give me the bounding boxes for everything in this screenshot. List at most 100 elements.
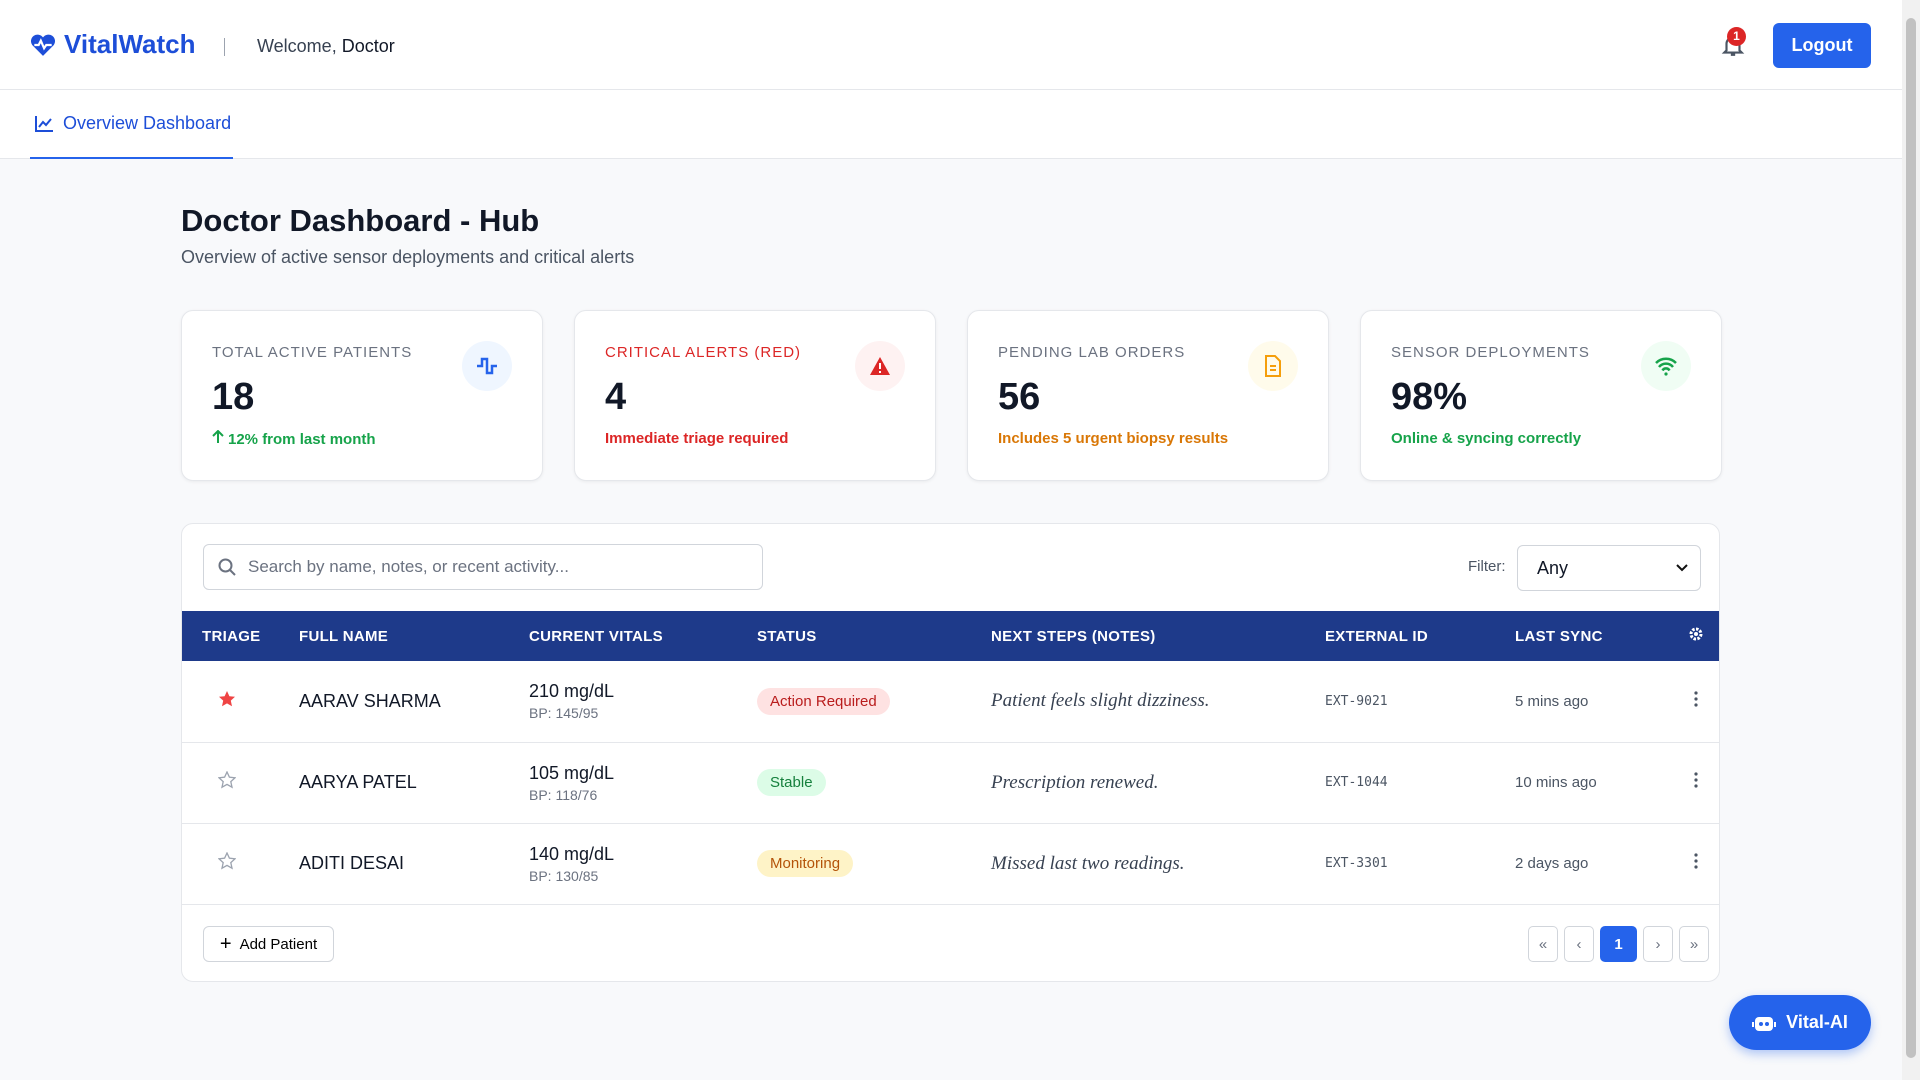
header: VitalWatch Welcome, Doctor 1 Logout — [0, 0, 1902, 90]
brand-icon — [30, 34, 56, 56]
wifi-icon — [1655, 357, 1677, 376]
separator — [224, 38, 225, 56]
column-header: STATUS — [737, 611, 971, 661]
arrow-up — [212, 429, 224, 443]
add-label: Add Patient — [239, 935, 318, 953]
filter-value: Any — [1537, 557, 1569, 578]
settings-header — [1670, 611, 1719, 661]
kebab-icon[interactable] — [1693, 772, 1698, 788]
card-value: 56 — [998, 376, 1041, 418]
card-note-text: Online & syncing correctly — [1391, 430, 1582, 447]
welcome-text: Welcome, — [257, 36, 337, 56]
external-id: EXT-3301 — [1305, 823, 1495, 905]
add-patient-button[interactable]: + Add Patient — [203, 926, 334, 962]
logout-button[interactable]: Logout — [1773, 23, 1871, 68]
notes-cell: Patient feels slight dizziness. — [971, 661, 1305, 743]
prev-page[interactable]: ‹ — [1564, 926, 1594, 962]
last-sync: 2 days ago — [1495, 823, 1670, 905]
plus-icon: + — [219, 932, 232, 955]
stat-card: SENSOR DEPLOYMENTS 98% Online & syncing co… — [1360, 310, 1722, 481]
table-body: AARAV SHARMA 210 mg/dL BP: 145/95 Action Re… — [182, 661, 1719, 905]
status-cell: Monitoring — [737, 823, 971, 905]
vitals-value: 140 mg/dL — [529, 843, 615, 864]
card-icon — [1641, 341, 1691, 391]
pulse-icon — [477, 357, 497, 375]
card-label: SENSOR DEPLOYMENTS — [1391, 344, 1590, 361]
blood-pressure: BP: 130/85 — [529, 867, 599, 884]
assistant-label: Vital-AI — [1786, 1012, 1848, 1032]
page-subtitle: Overview of active sensor deployments an… — [181, 247, 635, 267]
star-icon[interactable] — [218, 690, 236, 708]
tab-bar: Overview Dashboard — [0, 90, 1902, 159]
first-page[interactable]: « — [1528, 926, 1558, 962]
vitals-cell: 140 mg/dL BP: 130/85 — [509, 823, 737, 905]
card-label: PENDING LAB ORDERS — [998, 344, 1186, 361]
scrollbar[interactable] — [1902, 0, 1920, 1080]
current-page[interactable]: 1 — [1600, 926, 1637, 962]
column-header: LAST SYNC — [1495, 611, 1670, 661]
vitals-cell: 210 mg/dL BP: 145/95 — [509, 661, 737, 743]
tab-icon — [35, 115, 53, 132]
card-note-text: 12% from last month — [228, 430, 376, 448]
status-cell: Action Required — [737, 661, 971, 743]
star-icon[interactable] — [217, 851, 237, 870]
status-pill: Stable — [757, 769, 826, 796]
card-note: 12% from last month — [212, 429, 376, 448]
card-note-text: Immediate triage required — [605, 430, 789, 447]
patient-row: ADITI DESAI 140 mg/dL BP: 130/85 Monitoring… — [182, 823, 1719, 905]
patient-row: AARYA PATEL 105 mg/dL BP: 118/76 Stable Pres… — [182, 742, 1719, 824]
next-page[interactable]: › — [1643, 926, 1673, 962]
page-title: Doctor Dashboard - Hub — [181, 203, 540, 238]
external-id: EXT-9021 — [1305, 661, 1495, 743]
last-sync: 10 mins ago — [1495, 742, 1670, 824]
tab-label: Overview Dashboard — [63, 113, 232, 133]
assistant-button[interactable]: Vital-AI — [1729, 995, 1871, 1050]
vitals-cell: 105 mg/dL BP: 118/76 — [509, 742, 737, 824]
card-note-text: Includes 5 urgent biopsy results — [998, 430, 1229, 447]
search-placeholder: Search by name, notes, or recent activit… — [248, 557, 569, 576]
kebab-icon[interactable] — [1693, 853, 1698, 869]
scroll-thumb[interactable] — [1906, 18, 1916, 1058]
column-header: EXTERNAL ID — [1305, 611, 1495, 661]
triage-cell — [182, 823, 279, 905]
search-box[interactable]: Search by name, notes, or recent activit… — [203, 544, 763, 590]
kebab-icon[interactable] — [1693, 691, 1698, 707]
patient-row: AARAV SHARMA 210 mg/dL BP: 145/95 Action Re… — [182, 661, 1719, 743]
star-icon[interactable] — [217, 770, 237, 789]
vitals-value: 105 mg/dL — [529, 762, 615, 783]
card-note: Immediate triage required — [605, 430, 788, 447]
external-id: EXT-1044 — [1305, 742, 1495, 824]
stat-card: TOTAL ACTIVE PATIENTS 18 12% from last mon… — [181, 310, 543, 481]
row-menu — [1670, 742, 1719, 824]
status-cell: Stable — [737, 742, 971, 824]
brand[interactable]: VitalWatch — [30, 29, 195, 60]
chevron — [1676, 564, 1688, 572]
card-value: 98% — [1391, 376, 1468, 418]
file-icon — [1265, 355, 1281, 377]
user-name: Doctor — [341, 36, 395, 56]
card-note: Online & syncing correctly — [1391, 430, 1581, 447]
tab[interactable]: Overview Dashboard — [30, 90, 233, 159]
column-header: FULL NAME — [279, 611, 509, 661]
stat-card: PENDING LAB ORDERS 56 Includes 5 urgent bi… — [967, 310, 1329, 481]
gear-icon[interactable] — [1688, 626, 1704, 642]
filter-label: Filter: — [1468, 558, 1506, 575]
stat-card: CRITICAL ALERTS (RED) 4 Immediate triage r… — [574, 310, 936, 481]
blood-pressure: BP: 118/76 — [529, 786, 598, 803]
alert-icon — [870, 357, 890, 375]
filter-select[interactable]: Any — [1517, 545, 1701, 591]
column-header: CURRENT VITALS — [509, 611, 737, 661]
name-cell: ADITI DESAI — [279, 823, 509, 905]
status-pill: Action Required — [757, 687, 890, 715]
vitals-value: 210 mg/dL — [529, 681, 615, 702]
last-page[interactable]: » — [1679, 926, 1709, 962]
search-icon — [218, 558, 236, 576]
column-header: TRIAGE — [182, 611, 279, 661]
card-label: CRITICAL ALERTS (RED) — [605, 344, 802, 361]
header-row: TRIAGE FULL NAME CURRENT VITALS STATUS NEXT … — [182, 611, 1719, 661]
card-label: TOTAL ACTIVE PATIENTS — [212, 344, 413, 361]
name-cell: AARYA PATEL — [279, 742, 509, 824]
patient-table: TRIAGE FULL NAME CURRENT VITALS STATUS NEXT … — [182, 611, 1719, 905]
blood-pressure: BP: 145/95 — [529, 705, 599, 722]
